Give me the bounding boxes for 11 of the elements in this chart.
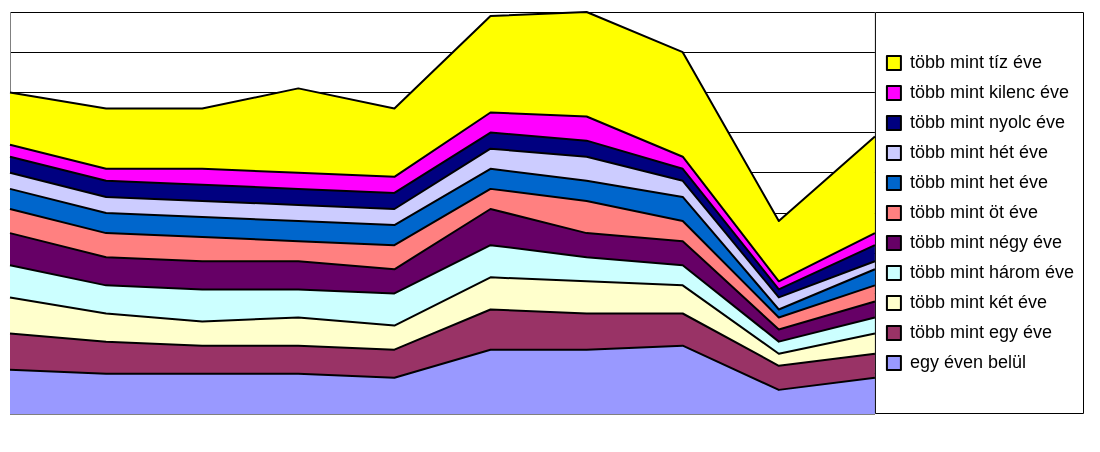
legend-label: több mint két éve <box>909 291 1047 312</box>
legend-label: több mint négy éve <box>909 231 1063 252</box>
legend-label: egy éven belül <box>909 351 1027 372</box>
legend-label: több mint nyolc éve <box>909 111 1066 132</box>
legend-label: több mint három éve <box>909 261 1075 282</box>
legend-label: több mint tíz éve <box>909 51 1042 72</box>
legend-label: több mint hét éve <box>909 141 1049 162</box>
legend-label: több mint öt éve <box>909 201 1038 222</box>
legend-label: több mint het éve <box>909 171 1049 192</box>
legend-label: több mint egy éve <box>909 321 1053 342</box>
legend-label: több mint kilenc éve <box>909 81 1070 102</box>
